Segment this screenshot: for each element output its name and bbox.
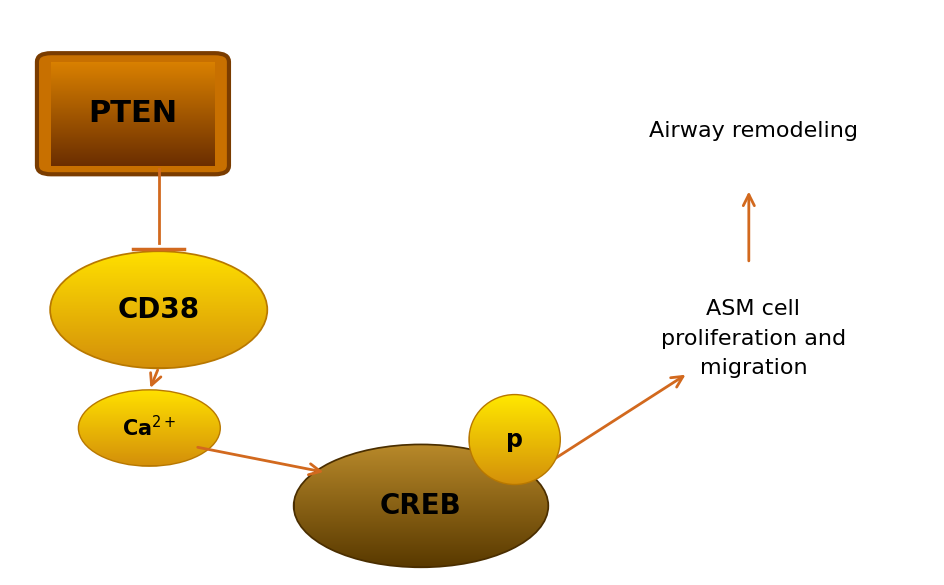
Text: Airway remodeling: Airway remodeling (649, 121, 857, 141)
Ellipse shape (295, 445, 547, 566)
Ellipse shape (51, 252, 266, 367)
Text: ASM cell
proliferation and
migration: ASM cell proliferation and migration (660, 299, 845, 378)
Text: PTEN: PTEN (89, 99, 177, 128)
Text: p: p (506, 428, 523, 452)
Text: Ca$^{2+}$: Ca$^{2+}$ (122, 415, 177, 441)
Text: CREB: CREB (379, 492, 462, 520)
Ellipse shape (79, 391, 219, 466)
Text: CD38: CD38 (118, 296, 199, 324)
FancyBboxPatch shape (37, 53, 228, 174)
Ellipse shape (469, 395, 559, 484)
